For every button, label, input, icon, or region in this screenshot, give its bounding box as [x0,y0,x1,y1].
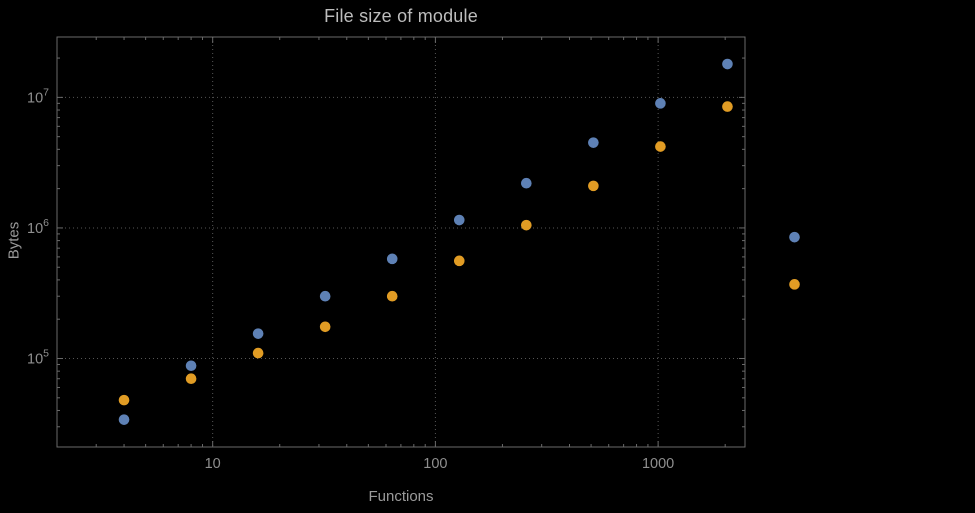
data-point-series-2-orange [118,394,130,406]
data-point-series-1-blue [185,360,197,372]
data-point-series-1-blue [252,328,264,339]
data-point-series-2-orange [386,290,398,302]
chart-title: File size of module [324,6,478,26]
y-tick-label: 106 [27,217,49,237]
data-point-series-1-blue [319,290,331,302]
data-point-series-1-blue [722,58,733,70]
data-point-series-2-orange [655,141,666,152]
x-tick-label: 10 [205,456,221,472]
plot-frame [56,36,746,448]
data-point-series-2-orange [789,279,800,290]
x-tick-label: 100 [423,456,447,472]
data-point-series-2-orange [453,255,465,267]
data-point-series-1-blue [789,231,800,243]
data-point-series-2-orange [588,180,599,192]
data-point-series-2-orange [521,219,532,231]
y-axis-label: Bytes [5,221,23,260]
data-point-series-1-blue [588,137,599,148]
data-point-series-1-blue [386,253,398,265]
data-point-series-1-blue [118,414,130,425]
data-point-series-1-blue [655,98,666,109]
y-tick-label: 107 [27,86,49,106]
y-tick-label: 105 [27,348,49,368]
data-point-series-2-orange [722,101,733,112]
data-point-series-2-orange [185,373,197,385]
data-point-series-1-blue [453,214,465,226]
data-point-series-2-orange [319,321,331,333]
data-point-series-1-blue [521,177,532,189]
x-tick-label: 1000 [642,456,674,472]
x-axis-label: Functions [368,488,434,505]
data-point-series-2-orange [252,347,264,359]
